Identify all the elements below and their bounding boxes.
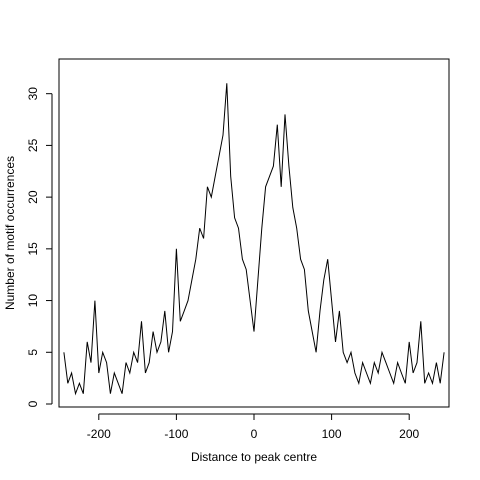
y-tick-label: 15 (26, 242, 40, 256)
y-axis-title: Number of motif occurrences (3, 156, 17, 310)
x-tick-label: -100 (164, 427, 188, 441)
x-axis-title: Distance to peak centre (191, 450, 317, 464)
x-tick-label: 200 (399, 427, 419, 441)
y-tick-label: 20 (26, 190, 40, 204)
plot-frame (58, 58, 450, 408)
y-tick-label: 25 (26, 138, 40, 152)
series-line (63, 83, 445, 396)
y-axis: 0 5 10 15 20 25 30 (26, 87, 53, 407)
x-axis: -200 -100 0 100 200 (87, 413, 420, 441)
y-tick-label: 0 (26, 400, 40, 407)
series-layer (63, 83, 445, 396)
x-tick-label: 100 (322, 427, 342, 441)
y-tick-label: 5 (26, 349, 40, 356)
x-tick-label: -200 (87, 427, 111, 441)
y-tick-label: 10 (26, 294, 40, 308)
x-tick-label: 0 (251, 427, 258, 441)
y-tick-label: 30 (26, 87, 40, 101)
